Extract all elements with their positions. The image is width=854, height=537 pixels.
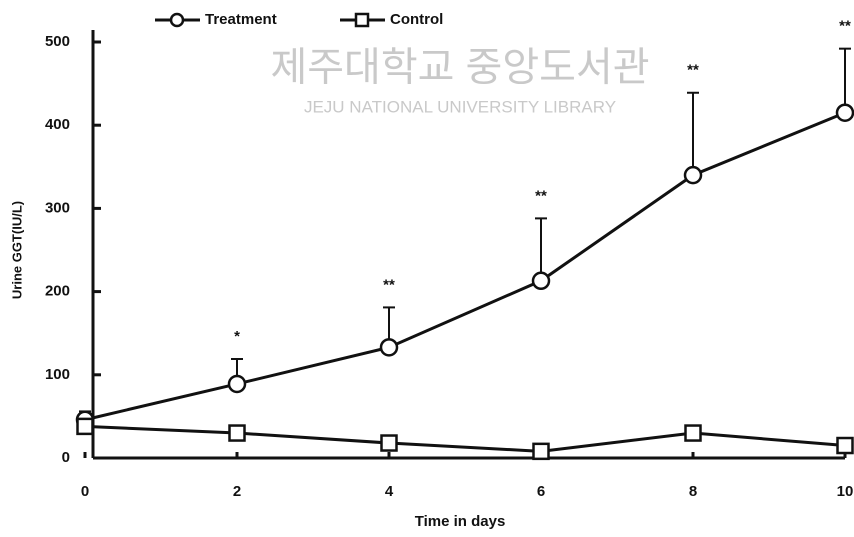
x-axis-label: Time in days	[415, 513, 506, 530]
y-tick-label: 300	[45, 199, 70, 216]
marker	[835, 103, 854, 122]
watermark-title: 제주대학교 중앙도서관	[270, 46, 649, 90]
x-tick-label: 6	[537, 483, 545, 500]
legend-label: Control	[390, 11, 443, 28]
y-tick-label: 400	[45, 116, 70, 133]
legend-marker	[169, 12, 185, 28]
x-tick-label: 8	[689, 483, 697, 500]
marker	[380, 434, 398, 452]
significance-mark: **	[839, 18, 851, 35]
legend-marker	[354, 12, 370, 28]
significance-mark: **	[535, 187, 547, 204]
marker	[227, 374, 247, 394]
significance-mark: **	[687, 62, 699, 79]
marker	[684, 424, 702, 442]
marker	[379, 338, 399, 357]
x-tick-label: 4	[385, 483, 394, 500]
marker	[683, 165, 703, 185]
y-tick-label: 500	[45, 33, 70, 50]
series-line	[84, 111, 846, 422]
significance-mark: *	[234, 328, 240, 345]
marker	[76, 417, 94, 436]
series-line	[84, 424, 846, 453]
x-tick-label: 10	[837, 483, 854, 500]
y-axis-label: Urine GGT(IU/L)	[9, 201, 24, 299]
marker	[228, 424, 246, 442]
y-tick-label: 200	[45, 283, 70, 300]
x-tick-label: 2	[233, 483, 241, 500]
legend-label: Treatment	[205, 11, 277, 28]
significance-mark: **	[383, 276, 395, 293]
watermark-subtitle: JEJU NATIONAL UNIVERSITY LIBRARY	[304, 97, 616, 116]
marker	[532, 442, 550, 461]
y-tick-label: 100	[45, 366, 70, 383]
marker	[531, 271, 551, 291]
y-tick-label: 0	[62, 449, 70, 466]
x-tick-label: 0	[81, 483, 89, 500]
marker	[836, 436, 854, 455]
